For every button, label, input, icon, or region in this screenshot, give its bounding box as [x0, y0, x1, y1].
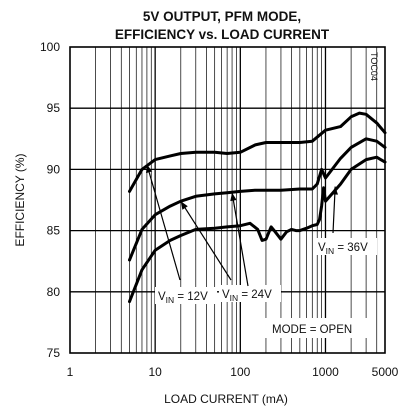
y-axis-label: EFFICIENCY (%) [13, 153, 27, 246]
arrow-36v-head [331, 186, 339, 195]
arrow-12v-head [146, 164, 153, 174]
label-vin-36v: VIN = 36V [318, 242, 368, 256]
x-tick-label: 10 [148, 365, 162, 379]
label-vin-12v-bg [155, 287, 217, 304]
x-tick-label: 100 [230, 365, 250, 379]
arrow-24v-head [230, 192, 237, 202]
y-tick-label: 90 [47, 162, 61, 176]
label-vin-36v-bg [315, 238, 377, 255]
tick-labels: 1 10 100 1000 5000 75 80 85 90 95 100 [40, 40, 399, 379]
arrow-24v [231, 192, 249, 287]
y-tick-label: 75 [47, 346, 61, 360]
y-tick-label: 100 [40, 40, 60, 54]
figure-id: TOC04 [369, 52, 379, 81]
series-curves [128, 111, 387, 304]
chart-title-line-2: EFFICIENCY vs. LOAD CURRENT [115, 27, 330, 42]
plot-frame [69, 46, 386, 354]
mode-box-bg [264, 318, 368, 338]
mode-annotation: MODE = OPEN [272, 324, 352, 336]
x-tick-label: 1 [67, 365, 74, 379]
x-axis-label: LOAD CURRENT (mA) [164, 392, 288, 406]
arrow-12v [146, 164, 181, 281]
label-vin-12v: VIN = 12V [158, 291, 208, 305]
x-tick-label: 1000 [312, 365, 339, 379]
series-line-3 [128, 155, 387, 304]
series-line-1 [128, 111, 387, 193]
series-line-2 [128, 137, 387, 262]
grid [70, 47, 385, 353]
label-vin-24v-bg [219, 285, 281, 302]
arrow-24v-to-mid-head [180, 201, 188, 210]
y-tick-label: 95 [47, 101, 61, 115]
label-vin-24v: VIN = 24V [222, 289, 272, 303]
y-tick-label: 80 [47, 285, 61, 299]
arrow-24v-to-mid [180, 200, 232, 281]
annotations: VIN = 12V VIN = 24V VIN = 36V MODE = OPEN [146, 164, 377, 338]
y-tick-label: 85 [47, 224, 61, 238]
x-tick-label: 5000 [372, 365, 399, 379]
chart-title-line-1: 5V OUTPUT, PFM MODE, [143, 9, 301, 24]
